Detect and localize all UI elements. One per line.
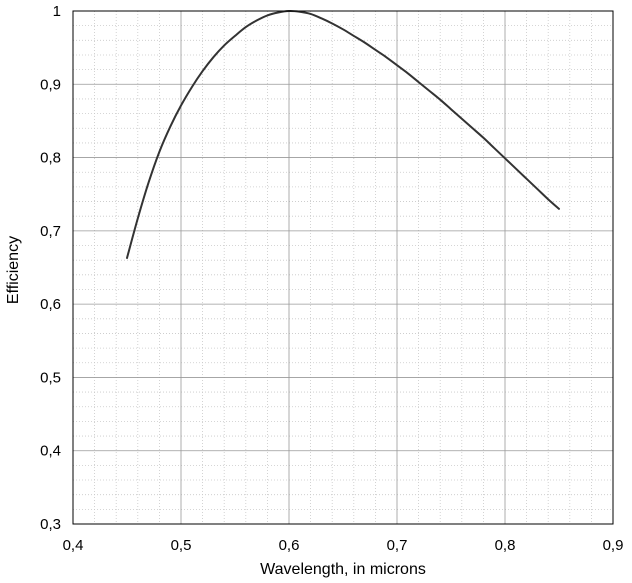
x-tick-label: 0,7 [387, 537, 408, 554]
x-tick-label: 0,6 [279, 537, 300, 554]
y-tick-label: 0,5 [40, 369, 61, 386]
y-tick-label: 0,7 [40, 223, 61, 240]
x-tick-label: 0,9 [603, 537, 624, 554]
plot-frame [72, 10, 614, 525]
y-tick-label: 1 [53, 3, 61, 20]
x-tick-label: 0,8 [495, 537, 516, 554]
grid [72, 10, 614, 525]
y-tick-label: 0,3 [40, 516, 61, 533]
efficiency-curve [126, 9, 560, 259]
y-tick-label: 0,8 [40, 150, 61, 167]
x-tick-labels: 0,4 0,5 0,6 0,7 0,8 0,9 [63, 537, 624, 554]
x-axis-title: Wavelength, in microns [260, 561, 426, 578]
x-tick-label: 0,4 [63, 537, 84, 554]
series-layer [126, 9, 560, 259]
y-tick-label: 0,4 [40, 443, 61, 460]
y-tick-label: 0,9 [40, 76, 61, 93]
x-tick-label: 0,5 [171, 537, 192, 554]
y-tick-label: 0,6 [40, 296, 61, 313]
y-tick-labels: 0,3 0,4 0,5 0,6 0,7 0,8 0,9 1 [40, 3, 61, 533]
y-axis-title: Efficiency [5, 236, 22, 304]
